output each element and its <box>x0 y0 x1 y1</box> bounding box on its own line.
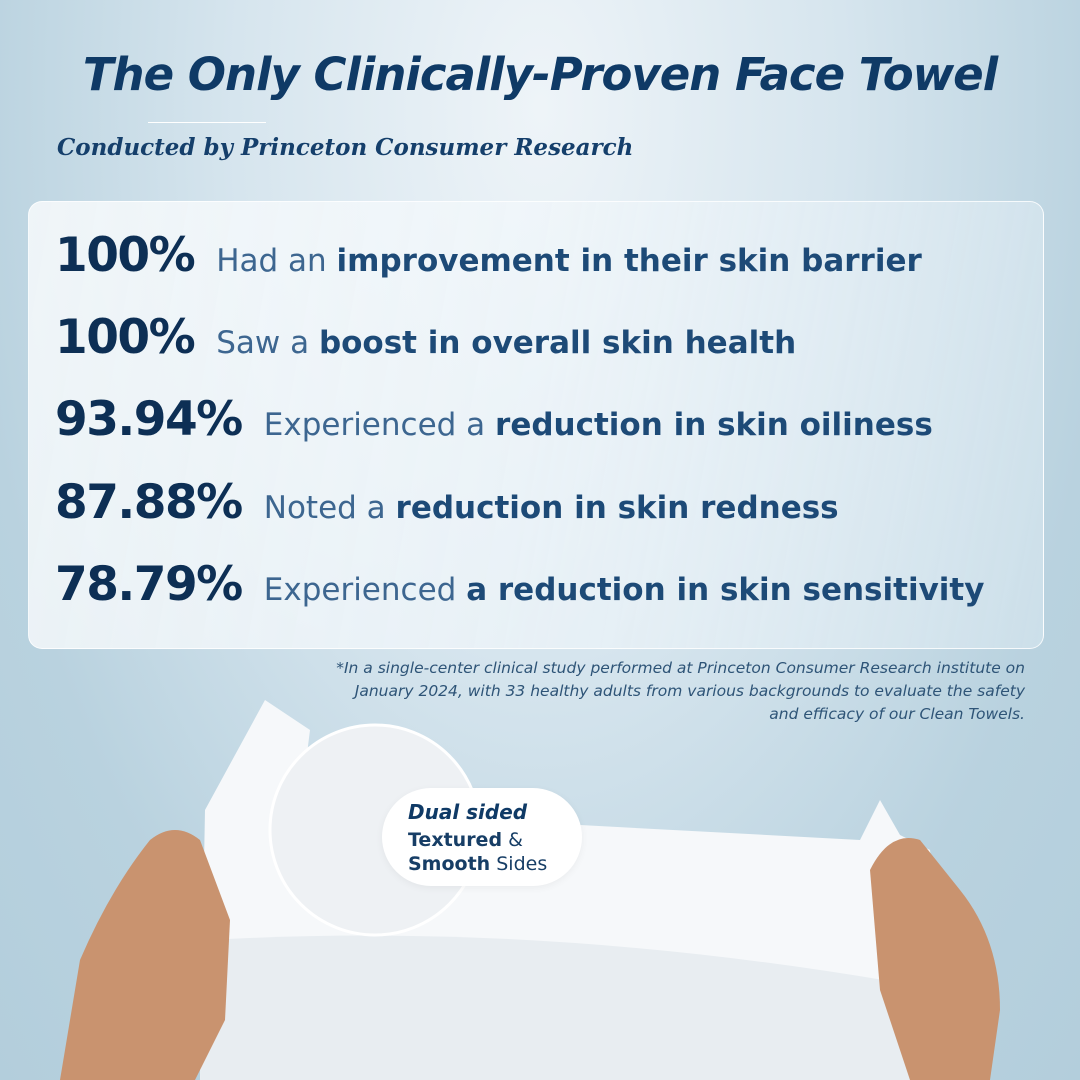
towel-shadow <box>200 935 960 1080</box>
stat-row: 100% Saw a boost in overall skin health <box>55 310 796 365</box>
stat-highlight: improvement in their skin barrier <box>336 243 922 279</box>
stat-text: Experienced a <box>263 407 496 443</box>
stats-card <box>28 201 1044 649</box>
badge-textured: Textured <box>408 829 503 851</box>
stat-value: 100% <box>55 310 196 365</box>
stat-highlight: reduction in skin oiliness <box>495 407 933 443</box>
stat-value: 100% <box>55 228 196 283</box>
stat-text: Noted a <box>263 490 396 526</box>
stat-row: 100% Had an improvement in their skin bar… <box>55 228 922 283</box>
title-divider <box>148 122 266 123</box>
stat-text: Had an <box>216 243 337 279</box>
page-title: The Only Clinically-Proven Face Towel <box>82 48 998 101</box>
badge-title: Dual sided <box>408 800 528 824</box>
stat-value: 78.79% <box>55 557 243 612</box>
stat-value: 93.94% <box>55 392 243 447</box>
stat-highlight: boost in overall skin health <box>318 325 797 361</box>
footnote: *In a single-center clinical study perfo… <box>336 659 1025 723</box>
stat-value: 87.88% <box>55 475 243 530</box>
right-hand <box>870 838 1000 1080</box>
badge-amp: & <box>502 829 523 851</box>
dual-sided-badge: Dual sided Textured & Smooth Sides <box>382 788 582 886</box>
subtitle: Conducted by Princeton Consumer Research <box>57 134 634 161</box>
badge-smooth: Smooth <box>408 853 491 875</box>
badge-sides: Sides <box>490 853 548 875</box>
stat-text: Experienced <box>263 572 467 608</box>
stat-row: 78.79% Experienced a reduction in skin se… <box>55 557 984 612</box>
stat-highlight: reduction in skin redness <box>395 490 839 526</box>
left-hand <box>60 830 230 1080</box>
stat-highlight: a reduction in skin sensitivity <box>466 572 985 608</box>
stat-row: 87.88% Noted a reduction in skin redness <box>55 475 839 530</box>
stat-row: 93.94% Experienced a reduction in skin oi… <box>55 392 933 447</box>
stat-text: Saw a <box>216 325 319 361</box>
